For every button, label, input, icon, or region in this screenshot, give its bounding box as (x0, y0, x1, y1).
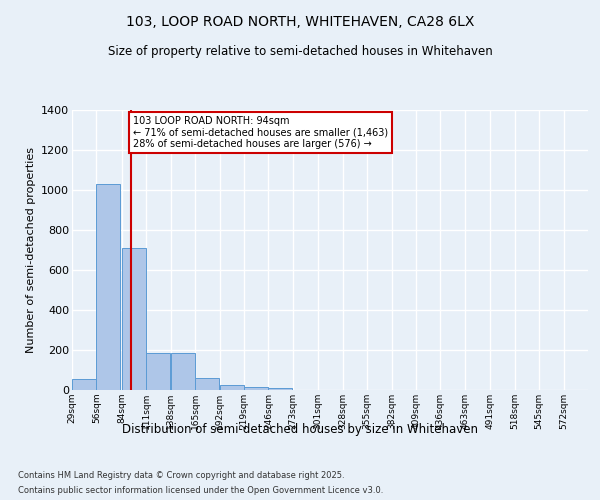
Text: Contains HM Land Registry data © Crown copyright and database right 2025.: Contains HM Land Registry data © Crown c… (18, 471, 344, 480)
Bar (220, 385, 244, 390)
Bar (146, 353, 170, 390)
Bar (97, 184, 121, 390)
Bar (72, 379, 96, 390)
Y-axis label: Number of semi-detached properties: Number of semi-detached properties (26, 147, 35, 353)
Text: 103, LOOP ROAD NORTH, WHITEHAVEN, CA28 6LX: 103, LOOP ROAD NORTH, WHITEHAVEN, CA28 6… (126, 15, 474, 29)
Bar (195, 378, 219, 390)
Text: 103 LOOP ROAD NORTH: 94sqm
← 71% of semi-detached houses are smaller (1,463)
28%: 103 LOOP ROAD NORTH: 94sqm ← 71% of semi… (133, 116, 388, 149)
Text: Distribution of semi-detached houses by size in Whitehaven: Distribution of semi-detached houses by … (122, 422, 478, 436)
Bar (170, 353, 194, 390)
Bar (244, 387, 268, 390)
Text: Size of property relative to semi-detached houses in Whitehaven: Size of property relative to semi-detach… (107, 45, 493, 58)
Bar (268, 388, 292, 390)
Text: Contains public sector information licensed under the Open Government Licence v3: Contains public sector information licen… (18, 486, 383, 495)
Bar (122, 248, 146, 390)
